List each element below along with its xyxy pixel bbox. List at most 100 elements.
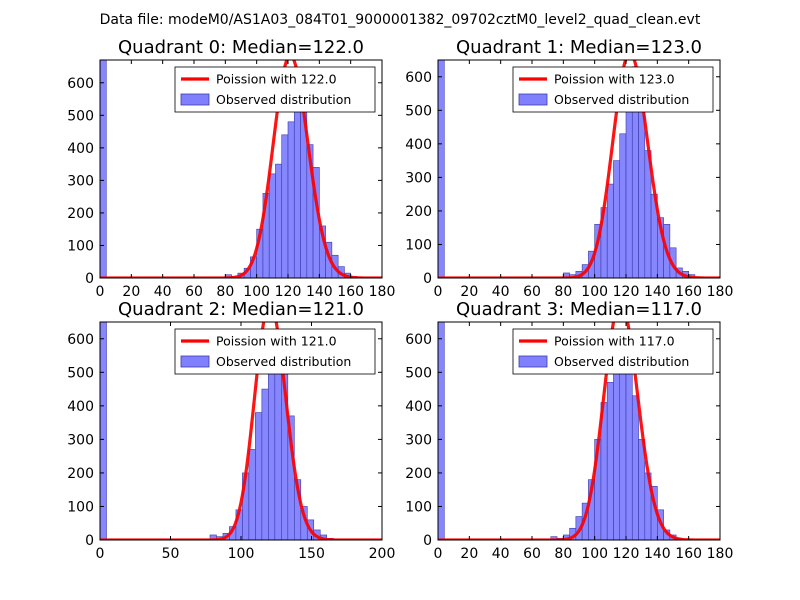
y-tick-label: 600 [405,70,432,86]
y-tick-label: 200 [405,466,432,482]
x-tick-label: 140 [644,546,671,562]
x-tick-label: 0 [434,546,443,562]
histogram-bar [275,163,283,278]
figure-suptitle: Data file: modeM0/AS1A03_084T01_90000013… [100,12,701,28]
y-tick-label: 600 [67,76,94,92]
x-tick-label: 60 [523,284,541,300]
axes-frame [99,59,383,279]
x-tick-label: 160 [337,284,364,300]
subplot-quadrant-0: 0 20 40 60 80 100 120 140 160 180 0 100 200 300 400 500… [67,37,395,300]
plot-area [100,322,382,540]
x-tick-label: 120 [613,546,640,562]
x-tick-label: 80 [216,284,234,300]
x-tick-label: 40 [492,284,510,300]
y-tick-label: 100 [405,499,432,515]
subplot-quadrant-3: 0 20 40 60 80 100 120 140 160 180 0 100 200 300 400 500… [405,299,733,562]
x-tick-label: 200 [369,546,396,562]
y-tick-label: 400 [405,137,432,153]
y-tick-label: 0 [85,271,94,287]
legend-observed-swatch [180,93,210,106]
histogram-bar [255,412,263,540]
y-tick-label: 500 [67,365,94,381]
legend: Poission with 122.0 Observed distribution [174,66,376,113]
y-tick-label: 400 [67,399,94,415]
legend-poisson-label: Poission with 123.0 [554,72,675,87]
subplot-title: Quadrant 0: Median=122.0 [118,37,364,58]
legend-poisson-label: Poission with 117.0 [554,334,675,349]
plot-area [438,322,720,540]
histogram-bar [638,103,646,278]
x-tick-label: 160 [675,546,702,562]
histogram-bar [261,388,269,540]
x-tick-label: 80 [554,546,572,562]
y-tick-label: 300 [405,170,432,186]
legend-observed-swatch [180,355,210,368]
poisson-curve [438,322,720,540]
y-tick-label: 0 [423,271,432,287]
legend-observed-swatch [518,355,548,368]
x-tick-label: 100 [228,546,255,562]
x-tick-label: 60 [523,546,541,562]
y-tick-label: 400 [67,141,94,157]
y-tick-label: 500 [405,103,432,119]
x-tick-label: 40 [154,284,172,300]
legend: Poission with 123.0 Observed distribution [512,66,714,113]
histogram-bar [100,322,107,540]
x-tick-label: 80 [554,284,572,300]
x-tick-label: 50 [162,546,180,562]
subplot-quadrant-2: 0 50 100 150 200 0 100 200 300 400 500 600 Quadrant … [67,299,395,562]
axes-frame [437,321,721,541]
x-tick-label: 180 [707,546,734,562]
y-tick-label: 400 [405,399,432,415]
subplot-grid: 0 20 40 60 80 100 120 140 160 1800100200300400500… [67,37,733,562]
legend-observed-label: Observed distribution [216,354,351,369]
legend-observed-swatch [518,93,548,106]
subplot-title: Quadrant 3: Median=117.0 [456,299,702,320]
y-tick-label: 200 [405,204,432,220]
x-tick-label: 180 [707,284,734,300]
axes-frame [437,59,721,279]
histogram-bar [268,173,276,278]
legend: Poission with 117.0 Observed distribution [512,328,714,375]
histogram-bar [274,355,282,540]
legend-poisson-label: Poission with 121.0 [216,334,337,349]
histogram-bar [606,183,614,278]
legend-observed-label: Observed distribution [216,92,351,107]
histogram-bar [606,382,614,540]
y-tick-label: 500 [67,108,94,124]
legend-observed-label: Observed distribution [554,92,689,107]
x-tick-label: 0 [434,284,443,300]
histogram-bar [625,365,633,540]
y-tick-label: 0 [85,533,94,549]
y-tick-label: 600 [67,332,94,348]
histogram-bar [100,60,107,278]
x-tick-label: 40 [492,546,510,562]
y-tick-label: 300 [405,432,432,448]
histogram-bar [248,449,256,540]
x-tick-label: 150 [298,546,325,562]
y-tick-label: 200 [67,206,94,222]
y-tick-label: 100 [67,238,94,254]
x-tick-label: 20 [122,284,140,300]
legend-poisson-label: Poission with 122.0 [216,72,337,87]
histogram-bar [631,395,639,540]
x-tick-label: 0 [96,284,105,300]
y-tick-label: 300 [67,173,94,189]
histogram-bar [438,322,445,540]
histogram-bar [438,60,445,278]
x-tick-label: 180 [369,284,396,300]
subplot-title: Quadrant 2: Median=121.0 [118,299,364,320]
y-tick-label: 100 [67,499,94,515]
y-tick-label: 200 [67,466,94,482]
x-tick-label: 120 [613,284,640,300]
histogram-bar [619,133,627,278]
histogram-bar [281,134,289,278]
x-tick-label: 160 [675,284,702,300]
subplot-title: Quadrant 1: Median=123.0 [456,37,702,58]
x-tick-label: 20 [460,284,478,300]
x-tick-label: 100 [581,284,608,300]
y-tick-label: 500 [405,365,432,381]
x-tick-label: 60 [185,284,203,300]
x-tick-label: 140 [644,284,671,300]
